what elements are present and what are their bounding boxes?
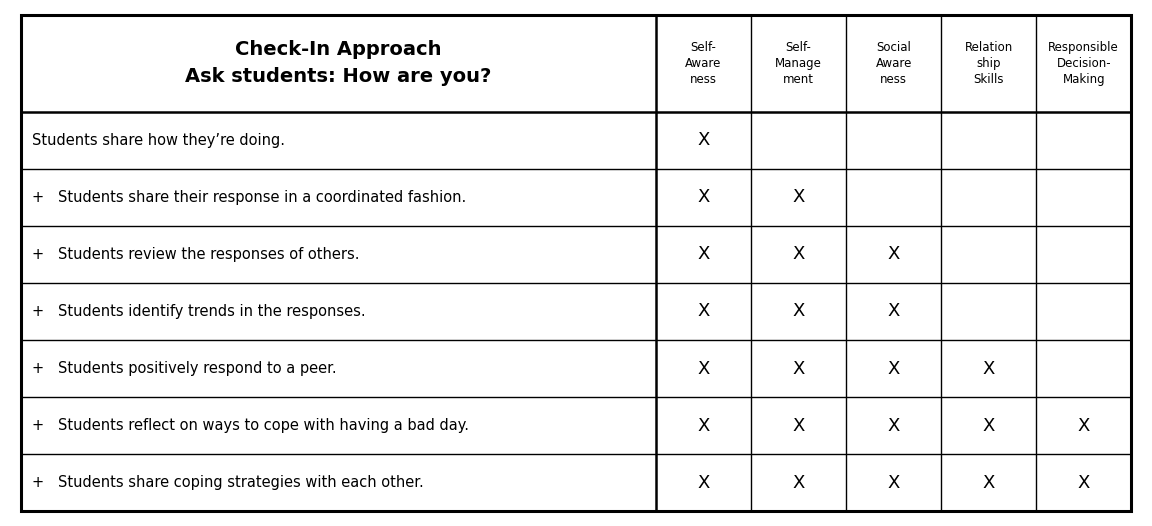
Bar <box>941 283 1036 340</box>
Text: X: X <box>887 474 900 492</box>
Text: Check-In Approach
Ask students: How are you?: Check-In Approach Ask students: How are … <box>185 41 492 86</box>
Text: X: X <box>697 417 710 434</box>
Bar <box>846 112 941 169</box>
Bar <box>21 397 655 454</box>
Text: X: X <box>697 302 710 320</box>
Text: X: X <box>697 359 710 378</box>
Text: X: X <box>983 474 995 492</box>
Bar <box>751 397 846 454</box>
Bar <box>751 283 846 340</box>
Text: X: X <box>887 359 900 378</box>
Bar <box>846 226 941 283</box>
Bar <box>655 454 751 511</box>
Bar <box>846 454 941 511</box>
Bar <box>21 283 655 340</box>
Text: X: X <box>793 302 805 320</box>
Text: Self-
Manage
ment: Self- Manage ment <box>775 41 823 86</box>
Bar <box>941 397 1036 454</box>
Text: X: X <box>697 474 710 492</box>
Bar <box>1036 169 1131 226</box>
Text: +   Students positively respond to a peer.: + Students positively respond to a peer. <box>32 361 336 376</box>
Text: Students share how they’re doing.: Students share how they’re doing. <box>32 133 286 148</box>
Text: Responsible
Decision-
Making: Responsible Decision- Making <box>1048 41 1119 86</box>
Bar <box>655 283 751 340</box>
Text: +   Students review the responses of others.: + Students review the responses of other… <box>32 247 359 262</box>
Bar <box>941 112 1036 169</box>
Bar <box>21 454 655 511</box>
Bar <box>1036 226 1131 283</box>
Bar <box>21 226 655 283</box>
Bar <box>751 15 846 112</box>
Bar <box>941 15 1036 112</box>
Text: X: X <box>983 359 995 378</box>
Bar <box>1036 112 1131 169</box>
Bar <box>21 340 655 397</box>
Bar <box>846 15 941 112</box>
Bar <box>655 15 751 112</box>
Bar <box>655 226 751 283</box>
Bar <box>21 112 655 169</box>
Bar <box>655 112 751 169</box>
Text: Relation
ship
Skills: Relation ship Skills <box>964 41 1013 86</box>
Bar <box>21 169 655 226</box>
Text: X: X <box>697 188 710 206</box>
Bar <box>655 397 751 454</box>
Text: +   Students share coping strategies with each other.: + Students share coping strategies with … <box>32 475 424 490</box>
Text: X: X <box>1077 417 1090 434</box>
Bar <box>751 226 846 283</box>
Bar <box>1036 340 1131 397</box>
Bar <box>1036 397 1131 454</box>
Text: X: X <box>697 245 710 264</box>
Text: X: X <box>793 417 805 434</box>
Bar <box>1036 15 1131 112</box>
Bar <box>846 340 941 397</box>
Text: X: X <box>887 417 900 434</box>
Text: Self-
Aware
ness: Self- Aware ness <box>685 41 721 86</box>
Bar <box>751 169 846 226</box>
Text: X: X <box>983 417 995 434</box>
Bar <box>751 340 846 397</box>
Text: X: X <box>793 245 805 264</box>
Text: +   Students identify trends in the responses.: + Students identify trends in the respon… <box>32 304 366 319</box>
Bar <box>846 169 941 226</box>
Text: Social
Aware
ness: Social Aware ness <box>876 41 911 86</box>
Bar <box>941 169 1036 226</box>
Text: +   Students reflect on ways to cope with having a bad day.: + Students reflect on ways to cope with … <box>32 418 469 433</box>
Bar <box>751 454 846 511</box>
Bar <box>941 454 1036 511</box>
Bar <box>846 397 941 454</box>
Text: +   Students share their response in a coordinated fashion.: + Students share their response in a coo… <box>32 190 467 205</box>
Text: X: X <box>1077 474 1090 492</box>
Text: X: X <box>793 474 805 492</box>
Bar <box>941 226 1036 283</box>
Bar <box>941 340 1036 397</box>
Text: X: X <box>697 131 710 149</box>
Text: X: X <box>887 245 900 264</box>
Bar <box>655 340 751 397</box>
Text: X: X <box>793 359 805 378</box>
Bar <box>655 169 751 226</box>
Bar <box>1036 454 1131 511</box>
Text: X: X <box>793 188 805 206</box>
Bar <box>1036 283 1131 340</box>
Bar <box>21 15 655 112</box>
Bar <box>846 283 941 340</box>
Text: X: X <box>887 302 900 320</box>
Bar <box>751 112 846 169</box>
